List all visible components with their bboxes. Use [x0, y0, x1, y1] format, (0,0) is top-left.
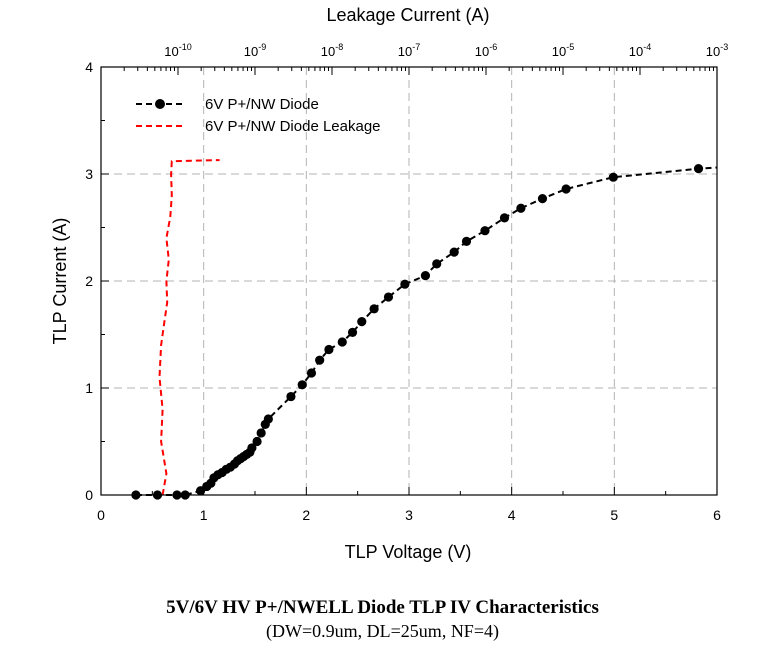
legend-label-leakage: 6V P+/NW Diode Leakage [205, 118, 381, 135]
data-point-diode [383, 292, 394, 302]
top-axis-title: Leakage Current (A) [326, 5, 489, 25]
series-line-diode [135, 166, 718, 496]
series-layer [131, 159, 718, 500]
top-tick-label: 10-7 [398, 42, 420, 59]
series-line-leakage [158, 159, 220, 496]
y-axis-title: TLP Current (A) [50, 218, 70, 345]
data-point-diode [516, 203, 526, 213]
data-point-diode [499, 213, 510, 223]
top-tick-label: 10-8 [321, 42, 343, 59]
data-point-diode [247, 443, 257, 453]
x-tick-label: 3 [405, 507, 413, 523]
top-tick-label: 10-6 [475, 42, 497, 59]
data-point-diode [347, 327, 358, 337]
data-point-diode [432, 259, 442, 269]
legend: 6V P+/NW Diode 6V P+/NW Diode Leakage [136, 96, 381, 135]
data-point-diode [608, 172, 618, 182]
top-tick-label: 10-10 [164, 42, 191, 59]
data-point-diode [461, 236, 472, 247]
data-point-diode [449, 247, 459, 257]
top-tick-label: 10-5 [552, 42, 574, 59]
y-tick-label: 4 [85, 59, 93, 75]
data-point-diode [480, 226, 490, 236]
chart-title: 5V/6V HV P+/NWELL Diode TLP IV Character… [166, 597, 599, 618]
y-tick-label: 1 [85, 380, 93, 396]
x-tick-label: 4 [508, 507, 516, 523]
data-point-diode [297, 380, 307, 390]
data-point-diode [337, 337, 347, 347]
axis-ticks: 0 1 2 3 4 5 6 0 1 2 3 4 10-10 10-9 10-8 10-7 10-6 10-5 10-… [85, 42, 728, 523]
data-point-diode [400, 279, 410, 289]
top-tick-label: 10-3 [706, 42, 728, 59]
data-point-diode [306, 368, 317, 378]
chart-subtitle: (DW=0.9um, DL=25um, NF=4) [266, 621, 499, 641]
data-point-diode [263, 414, 273, 424]
x-tick-label: 2 [302, 507, 310, 523]
legend-marker-diode [155, 99, 165, 109]
x-tick-label: 1 [200, 507, 208, 523]
data-point-diode [315, 355, 325, 365]
data-point-diode [357, 317, 367, 327]
data-point-diode [324, 344, 334, 355]
data-point-diode [286, 391, 296, 402]
y-tick-label: 2 [85, 273, 93, 289]
x-tick-label: 5 [610, 507, 618, 523]
legend-label-diode: 6V P+/NW Diode [205, 96, 319, 113]
data-point-diode [256, 428, 266, 438]
x-axis-title: TLP Voltage (V) [345, 542, 472, 562]
top-tick-label: 10-9 [244, 42, 266, 59]
grid-lines [101, 67, 717, 495]
data-point-diode [693, 164, 704, 174]
data-point-diode [561, 184, 571, 194]
y-tick-label: 0 [85, 487, 93, 503]
y-tick-label: 3 [85, 166, 93, 182]
data-point-diode [252, 436, 262, 447]
top-tick-label: 10-4 [629, 42, 651, 59]
data-point-diode [369, 304, 379, 314]
data-point-diode [420, 271, 431, 281]
x-tick-label: 0 [97, 507, 105, 523]
data-point-diode [537, 194, 548, 204]
x-tick-label: 6 [713, 507, 721, 523]
